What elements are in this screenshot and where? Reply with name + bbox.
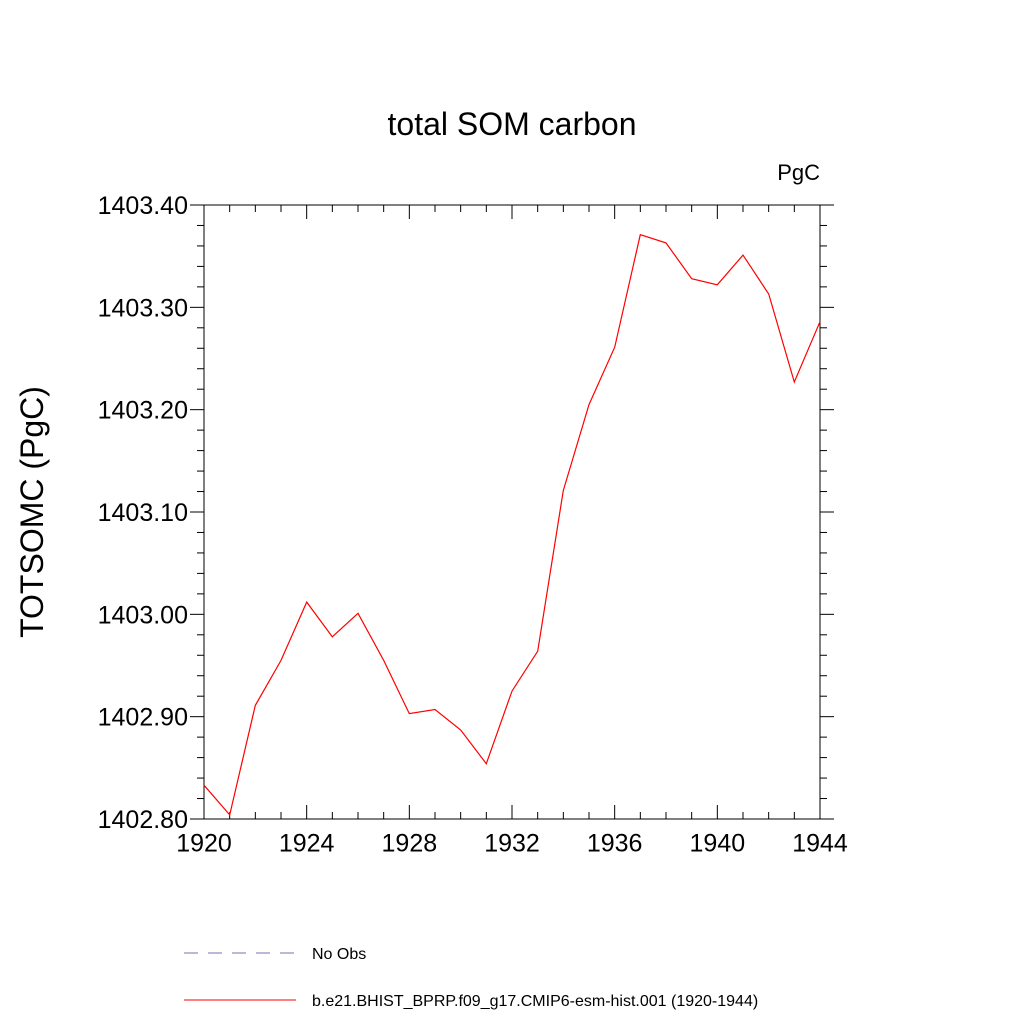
- legend-label: b.e21.BHIST_BPRP.f09_g17.CMIP6-esm-hist.…: [312, 993, 758, 1010]
- y-tick-label: 1403.20: [98, 397, 188, 425]
- y-tick-label: 1403.40: [98, 192, 188, 220]
- y-tick-label: 1403.30: [98, 294, 188, 322]
- y-tick-label: 1402.80: [98, 806, 188, 834]
- axis-ticks: 1920 1924 1928 1932 1936 1940 1944 1402.80 1402.…: [98, 192, 848, 858]
- y-axis-label: TOTSOMC (PgC): [14, 386, 50, 638]
- plot-frame: [203, 204, 821, 820]
- legend: No Obs b.e21.BHIST_BPRP.f09_g17.CMIP6-esm…: [184, 946, 758, 1010]
- x-tick-label: 1924: [279, 830, 335, 858]
- chart-title: total SOM carbon: [388, 106, 637, 142]
- y-tick-label: 1402.90: [98, 704, 188, 732]
- y-tick-label: 1403.10: [98, 499, 188, 527]
- x-tick-label: 1928: [382, 830, 438, 858]
- legend-label: No Obs: [312, 946, 366, 963]
- series-line: [203, 233, 821, 817]
- x-tick-label: 1944: [792, 830, 848, 858]
- x-tick-label: 1932: [484, 830, 540, 858]
- x-tick-label: 1936: [587, 830, 643, 858]
- y-tick-label: 1403.00: [98, 601, 188, 629]
- units-label: PgC: [777, 160, 820, 185]
- series-layer: [203, 233, 821, 817]
- x-tick-label: 1920: [176, 830, 232, 858]
- x-tick-label: 1940: [690, 830, 746, 858]
